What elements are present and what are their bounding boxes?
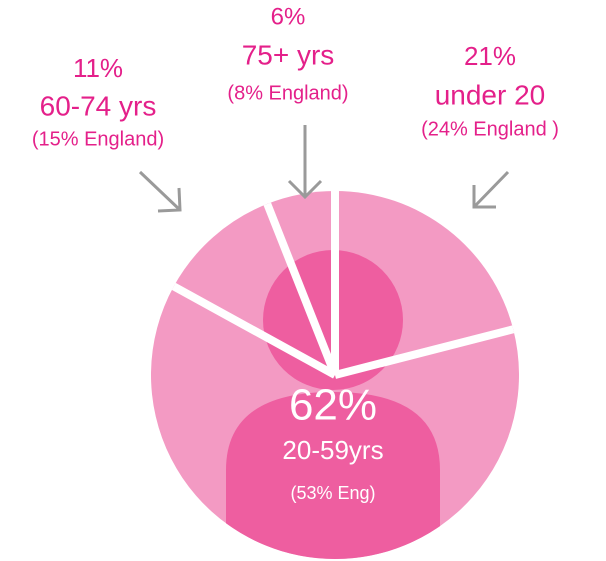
category-label: 20-59yrs <box>282 435 383 465</box>
value-label: 21% <box>464 41 516 71</box>
annotation: (24% England ) <box>421 118 559 140</box>
slice-gap <box>171 282 337 379</box>
annotation: (8% England) <box>227 82 348 104</box>
value-label: 62% <box>289 381 377 430</box>
slice-gaps <box>171 191 515 379</box>
arrows <box>138 125 510 213</box>
value-label: 6% <box>271 3 306 30</box>
labels: 21% under 20 (24% England ) 62% 20-59yrs (53%… <box>32 3 559 502</box>
slice-gap <box>334 325 515 379</box>
category-label: 60-74 yrs <box>40 90 157 121</box>
category-label: 75+ yrs <box>242 39 335 70</box>
annotation: (53% Eng) <box>290 483 375 503</box>
slice-gap <box>263 202 339 377</box>
category-label: under 20 <box>435 79 546 110</box>
value-label: 11% <box>73 53 123 83</box>
annotation: (15% England) <box>32 128 164 150</box>
